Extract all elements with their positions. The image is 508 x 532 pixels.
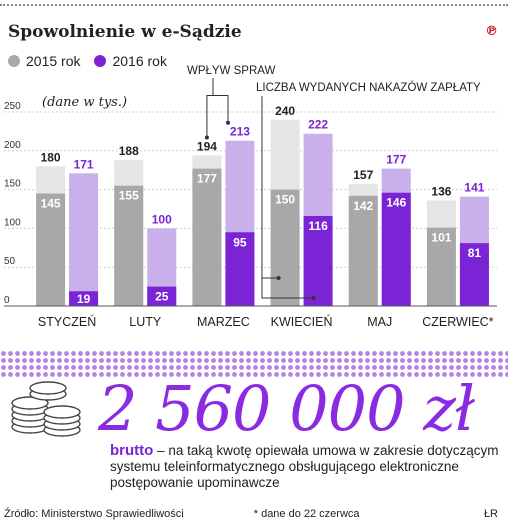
data-label-2015-inflow: 180 [41,150,61,164]
y-tick-label: 250 [4,101,21,112]
data-label-2015-issued: 150 [275,193,295,207]
data-label-2015-issued: 155 [119,189,139,203]
y-tick-label: 0 [4,295,10,306]
bar-2015-issued [36,193,66,306]
dotted-band [0,350,508,378]
data-label-2016-inflow: 171 [74,157,94,171]
annotation-issued: LICZBA WYDANYCH NAKAZÓW ZAPŁATY [256,81,481,94]
bar-2015-issued [192,168,222,306]
data-label-2016-issued: 25 [155,290,169,304]
data-label-2015-issued: 142 [353,199,373,213]
annotation-inflow: WPŁYW SPRAW [187,65,276,77]
x-tick-label: KWIECIEŃ [271,314,333,329]
legend-label-2015: 2015 rok [26,53,81,69]
bar-2016-issued [459,243,489,306]
footnote: * dane do 22 czerwca [253,508,360,520]
x-tick-label: MAJ [367,315,392,329]
data-label-2015-issued: 101 [431,231,451,245]
author-initials: ŁR [483,508,498,520]
legend-swatch-2016 [94,55,107,67]
bar-2015-issued [114,185,144,306]
data-label-2015-inflow: 240 [275,104,295,118]
amount-description: brutto – na taką kwotę opiewała umowa w … [110,443,500,491]
legend-item-2015: 2015 rok [8,53,80,69]
data-label-2016-issued: 19 [77,292,91,306]
leader-line-issued [261,96,314,299]
legend: 2015 rok 2016 rok [8,53,175,69]
top-rule [0,4,508,6]
data-label-2015-inflow: 136 [431,184,451,198]
bar-2015-issued [426,227,456,306]
bar-2016-issued [381,192,411,306]
data-label-2016-inflow: 213 [230,125,250,139]
data-label-2015-issued: 145 [41,196,61,210]
amount-value: 2 560 000 zł [98,372,475,445]
data-label-2016-issued: 95 [233,235,247,249]
bar-2016-issued [147,286,177,306]
y-tick-label: 200 [4,140,21,151]
data-label-2015-inflow: 157 [353,168,373,182]
legend-label-2016: 2016 rok [112,53,167,69]
amount-text: – na taką kwotę opiewała umowa w zakresi… [110,443,499,490]
data-label-2016-inflow: 141 [464,181,484,195]
data-label-2015-issued: 177 [197,172,217,186]
leader-line-inflow-2016 [213,94,229,123]
bar-2016-issued [225,232,255,306]
bar-2016-issued [303,215,333,306]
leader-line-inflow [206,78,214,138]
brand-logo-icon: ℗ [485,24,498,39]
footer: Źródło: Ministerstwo Sprawiedliwości * d… [4,508,504,520]
y-tick-label: 150 [4,179,21,190]
amount-lead: brutto [110,442,154,459]
leader-dot-inflow-2015 [204,135,209,140]
chart-title: Spowolnienie w e-Sądzie [8,22,242,42]
data-label-2016-issued: 81 [468,246,482,260]
data-label-2016-issued: 116 [308,219,328,233]
bar-2016-issued [69,291,99,306]
data-label-2016-inflow: 100 [152,212,172,226]
data-label-2015-inflow: 194 [197,139,217,153]
x-tick-label: LUTY [129,315,162,329]
legend-swatch-2015 [8,55,20,67]
data-label-2016-inflow: 177 [386,153,406,167]
bar-chart: 0 50 100 150 200 250 180 171 145 19 STYCZEŃ 188 100 1… [4,65,497,329]
data-label-2016-issued: 146 [386,196,406,210]
y-tick-label: 100 [4,217,21,228]
legend-item-2016: 2016 rok [94,53,167,69]
bar-2015-issued [270,189,300,306]
coins-icon [11,381,81,437]
x-tick-label: CZERWIEC* [422,315,493,329]
bar-2016-inflow [69,173,99,306]
source-note: Źródło: Ministerstwo Sprawiedliwości [4,508,184,520]
x-tick-label: MARZEC [197,315,250,329]
data-label-2016-inflow: 222 [308,118,328,132]
unit-note: (dane w tys.) [42,95,128,110]
data-label-2015-inflow: 188 [119,144,139,158]
leader-dot-issued-2015 [276,276,281,280]
bar-2015-issued [348,195,378,306]
x-tick-label: STYCZEŃ [38,314,96,329]
leader-dot-issued-2016 [311,296,316,300]
leader-dot-inflow-2016 [226,120,230,125]
y-tick-label: 50 [4,256,16,267]
